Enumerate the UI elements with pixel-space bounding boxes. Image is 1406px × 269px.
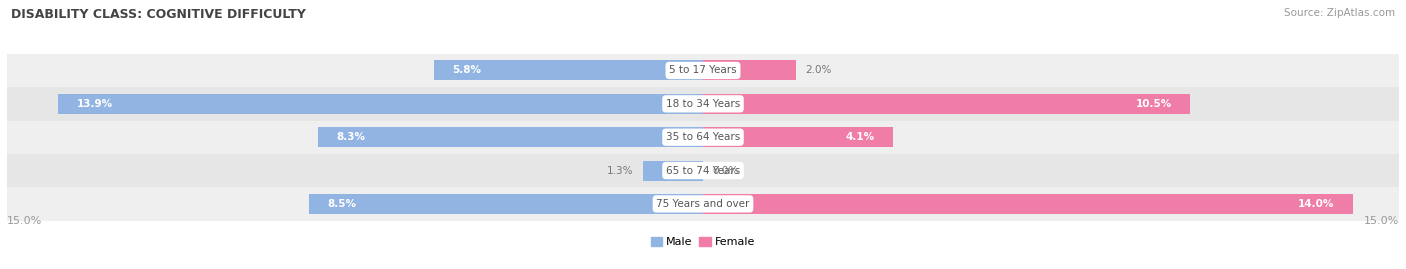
Text: 75 Years and over: 75 Years and over xyxy=(657,199,749,209)
Text: 2.0%: 2.0% xyxy=(806,65,831,76)
Bar xyxy=(703,94,1191,114)
Text: 13.9%: 13.9% xyxy=(76,99,112,109)
Bar xyxy=(7,154,1399,187)
Text: Source: ZipAtlas.com: Source: ZipAtlas.com xyxy=(1284,8,1395,18)
Bar xyxy=(7,121,1399,154)
Text: DISABILITY CLASS: COGNITIVE DIFFICULTY: DISABILITY CLASS: COGNITIVE DIFFICULTY xyxy=(11,8,307,21)
Bar xyxy=(58,94,703,114)
Bar xyxy=(308,194,703,214)
Text: 0.0%: 0.0% xyxy=(713,165,738,176)
Bar xyxy=(7,87,1399,121)
Legend: Male, Female: Male, Female xyxy=(647,232,759,252)
Text: 8.3%: 8.3% xyxy=(336,132,366,142)
Text: 1.3%: 1.3% xyxy=(607,165,633,176)
Bar xyxy=(703,61,796,80)
Text: 10.5%: 10.5% xyxy=(1136,99,1171,109)
Text: 14.0%: 14.0% xyxy=(1298,199,1334,209)
Text: 18 to 34 Years: 18 to 34 Years xyxy=(666,99,740,109)
Text: 5.8%: 5.8% xyxy=(453,65,481,76)
Text: 65 to 74 Years: 65 to 74 Years xyxy=(666,165,740,176)
Bar xyxy=(643,161,703,180)
Bar xyxy=(7,54,1399,87)
Text: 15.0%: 15.0% xyxy=(7,215,42,226)
Bar xyxy=(703,127,893,147)
Bar xyxy=(434,61,703,80)
Bar xyxy=(703,194,1353,214)
Bar xyxy=(7,187,1399,221)
Text: 35 to 64 Years: 35 to 64 Years xyxy=(666,132,740,142)
Text: 5 to 17 Years: 5 to 17 Years xyxy=(669,65,737,76)
Text: 8.5%: 8.5% xyxy=(328,199,356,209)
Bar xyxy=(318,127,703,147)
Text: 15.0%: 15.0% xyxy=(1364,215,1399,226)
Text: 4.1%: 4.1% xyxy=(845,132,875,142)
